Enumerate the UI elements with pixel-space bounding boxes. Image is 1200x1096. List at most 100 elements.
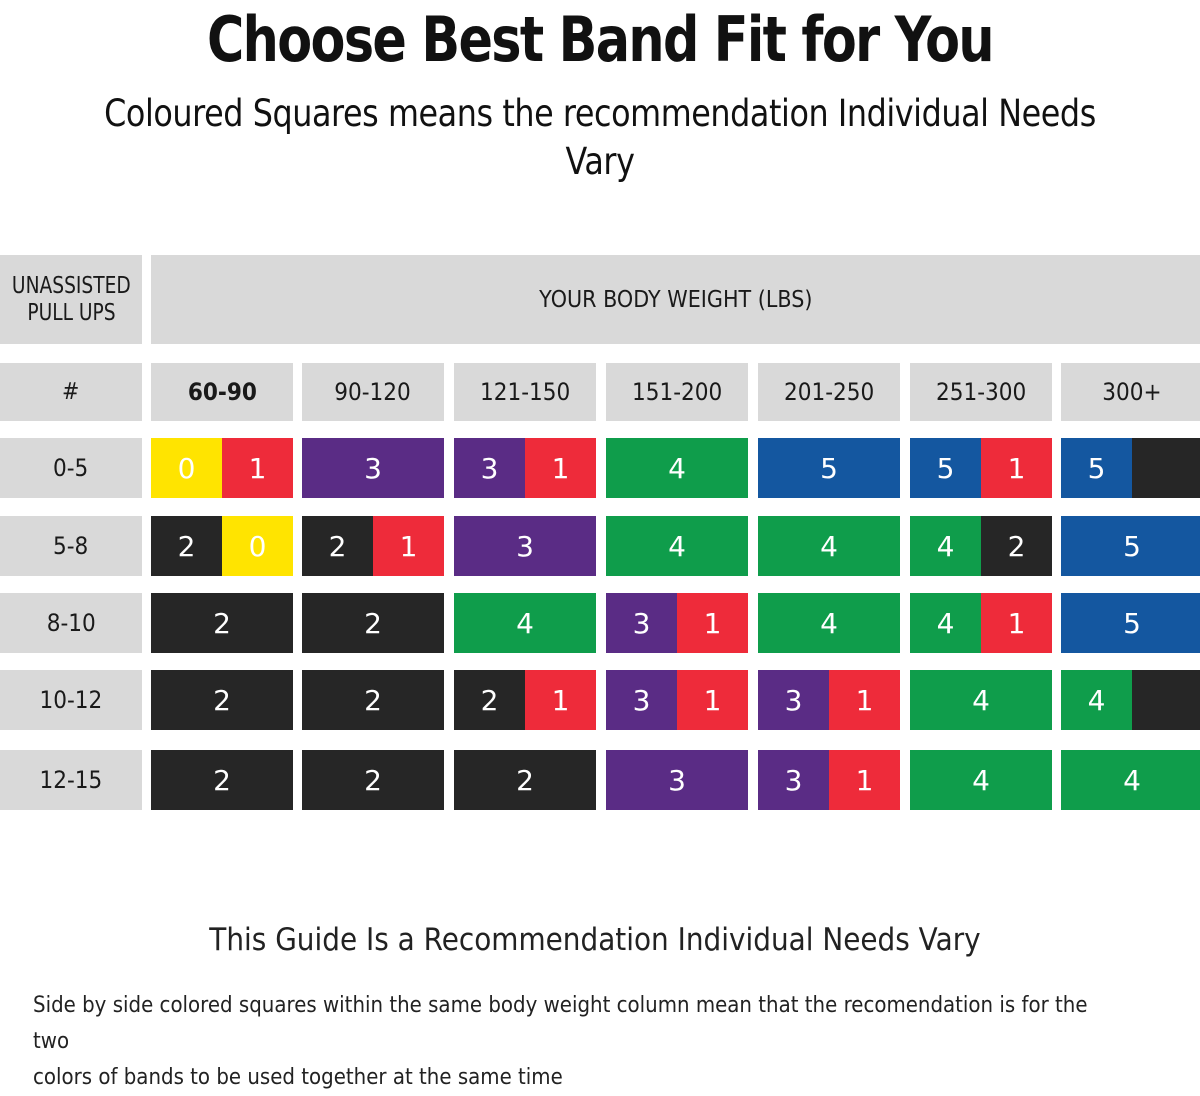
band-red-swatch: 1 xyxy=(525,670,596,730)
band-green-swatch: 4 xyxy=(1061,750,1200,810)
band-recommendation-cell: 4 xyxy=(910,750,1052,810)
pull-ups-range-label: 0-5 xyxy=(0,438,142,498)
band-red-swatch: 1 xyxy=(677,593,748,653)
weight-column-header: 121-150 xyxy=(454,363,596,421)
band-recommendation-cell: 4 xyxy=(910,670,1052,730)
band-green-swatch: 4 xyxy=(910,516,981,576)
band-black-swatch xyxy=(1132,670,1200,730)
band-red-swatch: 1 xyxy=(981,593,1052,653)
band-green-swatch: 4 xyxy=(454,593,596,653)
band-green-swatch: 4 xyxy=(910,750,1052,810)
weight-column-header: 251-300 xyxy=(910,363,1052,421)
band-black-swatch: 2 xyxy=(302,750,444,810)
hash-label: # xyxy=(62,379,80,405)
band-recommendation-cell: 3 xyxy=(606,750,748,810)
band-black-swatch: 2 xyxy=(151,516,222,576)
pull-ups-range-text: 12-15 xyxy=(39,766,103,794)
band-recommendation-cell: 5 xyxy=(758,438,900,498)
band-purple-swatch: 3 xyxy=(454,516,596,576)
band-purple-swatch: 3 xyxy=(302,438,444,498)
band-recommendation-cell: 5 xyxy=(1061,516,1200,576)
footnote: Side by side colored squares within the … xyxy=(33,988,1095,1096)
band-recommendation-cell: 4 xyxy=(1061,750,1200,810)
band-recommendation-cell: 4 xyxy=(758,593,900,653)
band-red-swatch: 1 xyxy=(222,438,293,498)
band-green-swatch: 4 xyxy=(758,593,900,653)
pull-ups-count-header: # xyxy=(0,363,142,421)
pull-ups-range-label: 5-8 xyxy=(0,516,142,576)
band-purple-swatch: 3 xyxy=(606,750,748,810)
band-purple-swatch: 3 xyxy=(606,670,677,730)
band-recommendation-cell: 2 xyxy=(302,670,444,730)
weight-column-header: 201-250 xyxy=(758,363,900,421)
pull-ups-range-text: 8-10 xyxy=(46,609,96,637)
footnote-line-1: Side by side colored squares within the … xyxy=(33,993,1088,1054)
band-red-swatch: 1 xyxy=(829,750,900,810)
band-red-swatch: 1 xyxy=(373,516,444,576)
pull-ups-header: UNASSISTED PULL UPS xyxy=(0,255,142,344)
band-recommendation-cell: 2 xyxy=(151,593,293,653)
band-red-swatch: 1 xyxy=(677,670,748,730)
band-recommendation-cell: 3 xyxy=(454,516,596,576)
band-green-swatch: 4 xyxy=(606,516,748,576)
page-subtitle: Coloured Squares means the recommendatio… xyxy=(104,92,1096,183)
band-black-swatch: 2 xyxy=(302,593,444,653)
band-recommendation-cell: 3 xyxy=(302,438,444,498)
band-red-swatch: 1 xyxy=(829,670,900,730)
band-recommendation-cell: 2 xyxy=(151,750,293,810)
band-recommendation-cell: 2 xyxy=(151,670,293,730)
pull-ups-range-text: 10-12 xyxy=(39,686,103,714)
weight-column-header: 300+ xyxy=(1061,363,1200,421)
weight-column-label: 300+ xyxy=(1102,378,1162,406)
band-black-swatch: 2 xyxy=(302,670,444,730)
band-black-swatch: 2 xyxy=(981,516,1052,576)
weight-column-label: 251-300 xyxy=(935,378,1027,406)
weight-column-header: 60-90 xyxy=(151,363,293,421)
band-recommendation-cell: 5 xyxy=(1061,438,1200,498)
band-recommendation-cell: 4 xyxy=(606,516,748,576)
band-black-swatch: 2 xyxy=(454,670,525,730)
band-green-swatch: 4 xyxy=(606,438,748,498)
band-blue-swatch: 5 xyxy=(910,438,981,498)
band-black-swatch: 2 xyxy=(302,516,373,576)
band-black-swatch: 2 xyxy=(151,670,293,730)
weight-column-header: 90-120 xyxy=(302,363,444,421)
band-red-swatch: 1 xyxy=(525,438,596,498)
band-green-swatch: 4 xyxy=(758,516,900,576)
band-purple-swatch: 3 xyxy=(606,593,677,653)
band-black-swatch xyxy=(1132,438,1200,498)
pull-ups-range-text: 0-5 xyxy=(53,454,89,482)
weight-column-label: 201-250 xyxy=(783,378,875,406)
band-black-swatch: 2 xyxy=(151,750,293,810)
band-green-swatch: 4 xyxy=(910,593,981,653)
body-weight-header: YOUR BODY WEIGHT (LBS) xyxy=(151,255,1200,344)
pull-ups-range-label: 10-12 xyxy=(0,670,142,730)
band-recommendation-cell: 4 xyxy=(1061,670,1200,730)
band-recommendation-cell: 5 xyxy=(1061,593,1200,653)
band-recommendation-cell: 2 xyxy=(454,750,596,810)
band-recommendation-cell: 2 xyxy=(302,750,444,810)
band-blue-swatch: 5 xyxy=(758,438,900,498)
band-purple-swatch: 3 xyxy=(758,670,829,730)
band-recommendation-cell: 4 xyxy=(758,516,900,576)
band-blue-swatch: 5 xyxy=(1061,516,1200,576)
band-recommendation-cell: 2 xyxy=(302,593,444,653)
weight-column-label: 121-150 xyxy=(479,378,571,406)
weight-column-label: 90-120 xyxy=(334,378,412,406)
band-purple-swatch: 3 xyxy=(454,438,525,498)
band-blue-swatch: 5 xyxy=(1061,438,1132,498)
footnote-line-2: colors of bands to be used together at t… xyxy=(33,1065,563,1090)
weight-column-header: 151-200 xyxy=(606,363,748,421)
band-red-swatch: 1 xyxy=(981,438,1052,498)
